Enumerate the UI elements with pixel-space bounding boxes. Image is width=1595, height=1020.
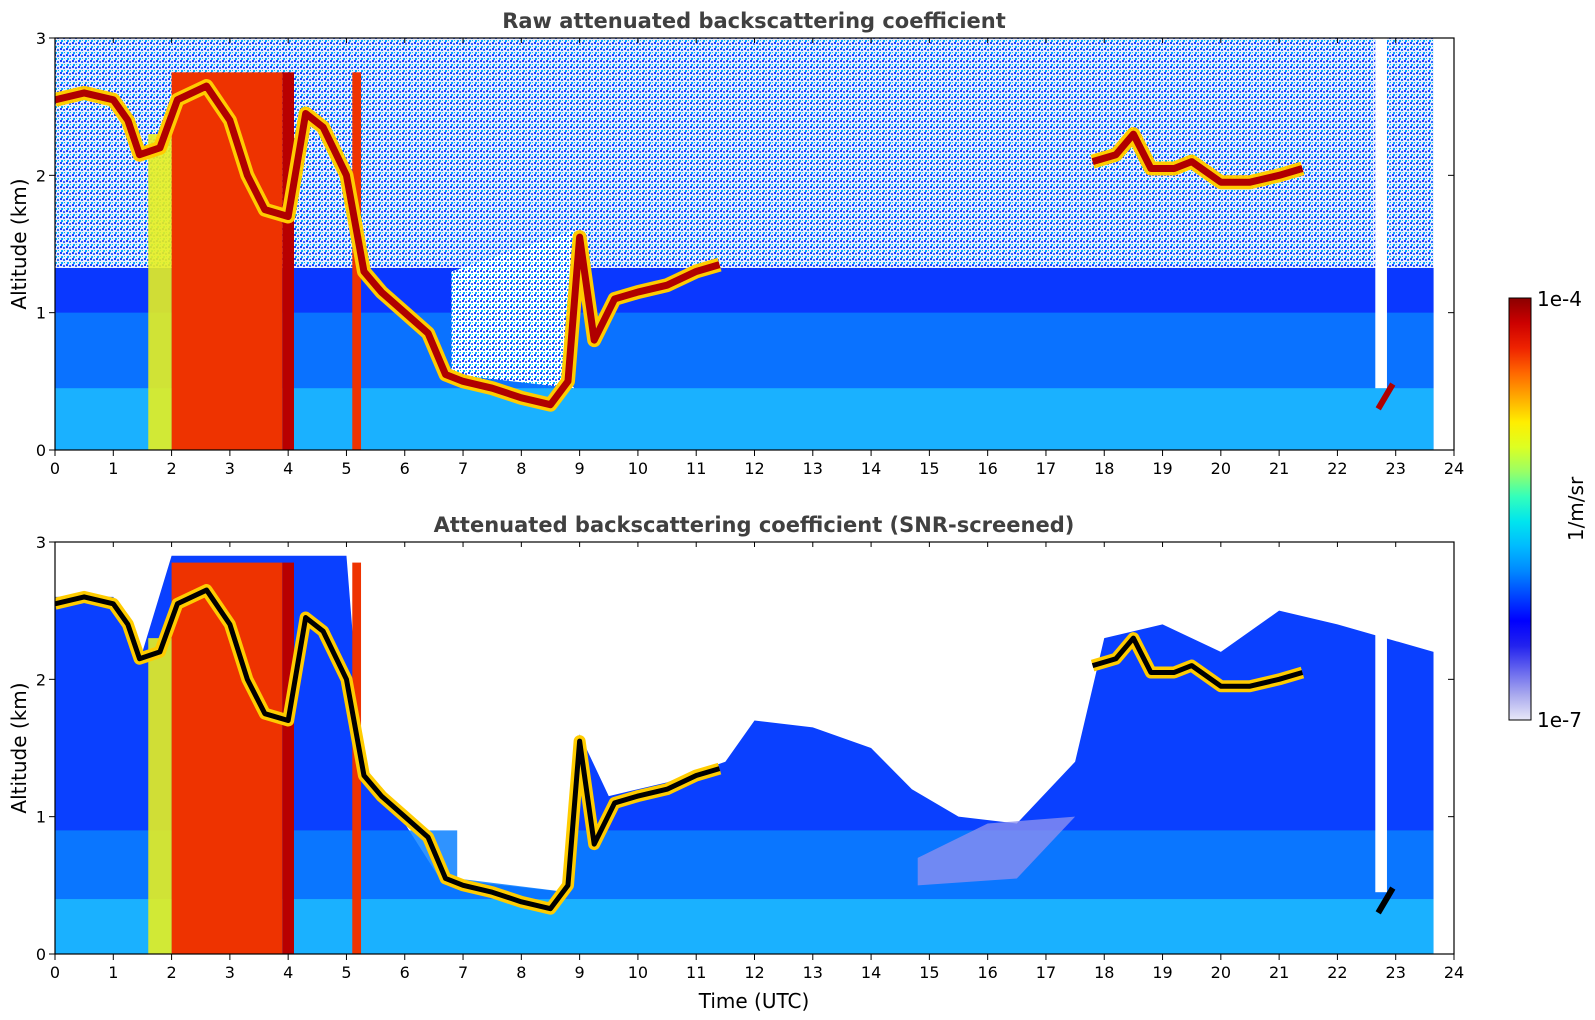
x-tick-label: 15 — [919, 963, 939, 982]
y-tick-label: 2 — [36, 166, 46, 185]
x-tick-label: 10 — [628, 963, 648, 982]
x-tick-label: 14 — [861, 459, 881, 478]
panel-screened: Attenuated backscattering coefficient (S… — [7, 513, 1464, 1013]
x-tick-label: 19 — [1152, 963, 1172, 982]
x-tick-label: 13 — [803, 963, 823, 982]
x-tick-label: 17 — [1036, 963, 1056, 982]
x-tick-label: 16 — [977, 459, 997, 478]
y-tick-label: 0 — [36, 945, 46, 964]
cloud-column-edge — [148, 134, 172, 450]
x-tick-label: 8 — [516, 963, 526, 982]
x-tick-label: 18 — [1094, 459, 1114, 478]
x-tick-label: 0 — [50, 459, 60, 478]
x-tick-label: 21 — [1269, 963, 1289, 982]
x-tick-label: 8 — [516, 459, 526, 478]
precip-echo — [1375, 382, 1396, 411]
x-tick-label: 9 — [575, 459, 585, 478]
x-tick-label: 3 — [225, 963, 235, 982]
y-tick-label: 2 — [36, 670, 46, 689]
panel-screened-title: Attenuated backscattering coefficient (S… — [434, 513, 1075, 537]
cloud-layer — [55, 587, 721, 912]
y-tick-label: 3 — [36, 533, 46, 552]
x-tick-label: 14 — [861, 963, 881, 982]
x-tick-label: 19 — [1152, 459, 1172, 478]
cloud-layer — [55, 82, 721, 409]
x-tick-label: 9 — [575, 963, 585, 982]
cloud-column — [282, 562, 294, 954]
x-tick-label: 7 — [458, 459, 468, 478]
x-tick-label: 17 — [1036, 459, 1056, 478]
x-tick-label: 6 — [400, 459, 410, 478]
x-tick-label: 7 — [458, 963, 468, 982]
x-tick-label: 4 — [283, 963, 293, 982]
x-tick-label: 21 — [1269, 459, 1289, 478]
cloud-column-edge — [148, 638, 172, 954]
x-tick-label: 5 — [341, 963, 351, 982]
upper-cloud-layer — [1091, 130, 1304, 186]
x-tick-label: 2 — [166, 459, 176, 478]
x-tick-label: 10 — [628, 459, 648, 478]
colorbar: 1e-4 1e-7 1/m/sr — [1508, 287, 1588, 732]
x-tick-label: 23 — [1386, 963, 1406, 982]
x-tick-label: 12 — [744, 963, 764, 982]
colorbar-max-label: 1e-4 — [1537, 287, 1582, 311]
x-tick-label: 18 — [1094, 963, 1114, 982]
y-tick-label: 3 — [36, 29, 46, 48]
precip-dropout — [1375, 542, 1387, 893]
panel-screened-ylabel: Altitude (km) — [7, 682, 31, 813]
x-tick-label: 1 — [108, 459, 118, 478]
x-tick-label: 11 — [686, 459, 706, 478]
y-tick-label: 1 — [36, 304, 46, 323]
x-tick-label: 15 — [919, 459, 939, 478]
panel-raw: Raw attenuated backscattering coefficien… — [7, 9, 1464, 478]
x-tick-label: 24 — [1444, 963, 1464, 982]
x-tick-label: 0 — [50, 963, 60, 982]
x-tick-label: 16 — [977, 963, 997, 982]
x-tick-label: 22 — [1327, 459, 1347, 478]
y-tick-label: 1 — [36, 808, 46, 827]
x-tick-label: 11 — [686, 963, 706, 982]
panel-raw-plot-area — [55, 38, 1454, 450]
cloud-column — [282, 72, 294, 450]
x-tick-label: 2 — [166, 963, 176, 982]
precip-echo — [1375, 886, 1396, 915]
x-tick-label: 20 — [1211, 963, 1231, 982]
panel-screened-plot-area — [55, 542, 1454, 954]
panel-raw-ylabel: Altitude (km) — [7, 178, 31, 309]
panel-screened-xlabel: Time (UTC) — [698, 989, 810, 1013]
x-tick-label: 3 — [225, 459, 235, 478]
x-tick-label: 6 — [400, 963, 410, 982]
colorbar-gradient — [1508, 297, 1532, 721]
colorbar-unit-label: 1/m/sr — [1564, 476, 1588, 541]
upper-cloud-layer — [1091, 635, 1304, 689]
x-tick-label: 12 — [744, 459, 764, 478]
clear-air — [451, 230, 574, 389]
x-tick-label: 4 — [283, 459, 293, 478]
x-tick-label: 24 — [1444, 459, 1464, 478]
x-tick-label: 20 — [1211, 459, 1231, 478]
no-data — [1433, 542, 1454, 954]
y-tick-label: 0 — [36, 441, 46, 460]
aerosol-band — [917, 816, 1076, 886]
precip-dropout — [1375, 38, 1387, 389]
x-tick-label: 22 — [1327, 963, 1347, 982]
no-data — [1433, 38, 1454, 450]
screened-out — [457, 542, 568, 893]
panel-raw-title: Raw attenuated backscattering coefficien… — [502, 9, 1006, 33]
x-tick-label: 5 — [341, 459, 351, 478]
cloud-column — [171, 72, 283, 450]
colorbar-min-label: 1e-7 — [1537, 708, 1582, 732]
x-tick-label: 13 — [803, 459, 823, 478]
x-tick-label: 23 — [1386, 459, 1406, 478]
x-tick-label: 1 — [108, 963, 118, 982]
